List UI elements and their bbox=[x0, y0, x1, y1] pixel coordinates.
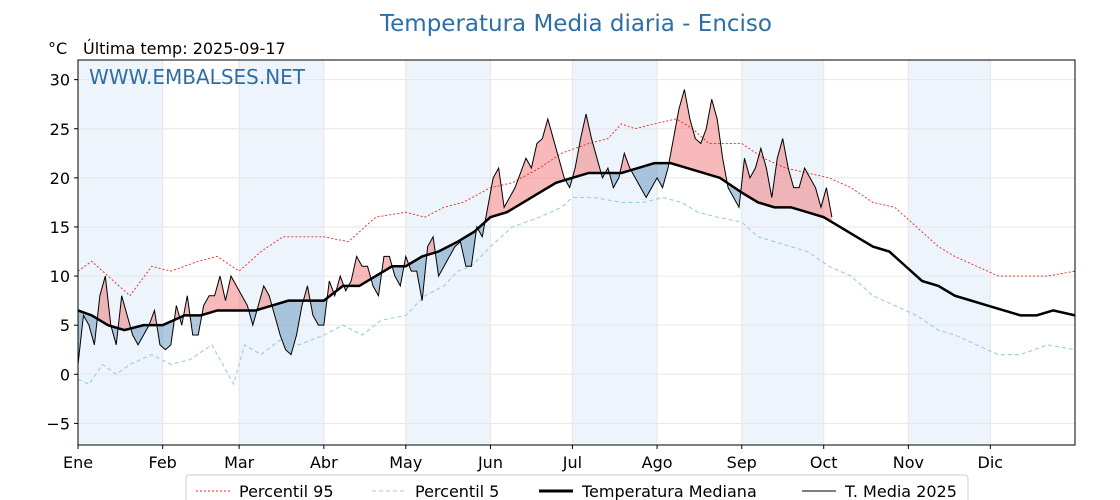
legend-label: Percentil 5 bbox=[415, 482, 499, 500]
x-tick-label: May bbox=[389, 453, 422, 472]
series-line-p95 bbox=[77, 118, 1076, 297]
legend: Percentil 95 Percentil 5 Temperatura Media… bbox=[185, 474, 969, 500]
month-band bbox=[78, 60, 163, 445]
below-median-fill bbox=[631, 160, 670, 198]
anomaly-fills bbox=[78, 89, 832, 365]
below-median-fill bbox=[157, 315, 175, 350]
series-line-median bbox=[77, 161, 1076, 332]
grid-lines bbox=[77, 60, 1075, 445]
unit-label: °C bbox=[48, 39, 67, 58]
month-band bbox=[741, 60, 824, 445]
x-tick-label: Jul bbox=[562, 453, 582, 472]
last-temp-label: Última temp: 2025-09-17 bbox=[83, 39, 286, 58]
x-tick-label: Dic bbox=[978, 453, 1004, 472]
x-tick-label: Abr bbox=[310, 453, 338, 472]
y-tick-label: 15 bbox=[50, 218, 70, 237]
above-median-fill bbox=[620, 153, 632, 173]
x-tick-label: Jun bbox=[477, 453, 503, 472]
legend-label: Percentil 95 bbox=[239, 482, 334, 500]
above-median-fill bbox=[348, 256, 372, 286]
above-median-fill bbox=[572, 114, 602, 178]
series-lines bbox=[77, 89, 1076, 386]
chart-title: Temperatura Media diaria - Enciso bbox=[379, 11, 772, 37]
below-median-fill bbox=[435, 226, 477, 277]
below-median-fill bbox=[478, 222, 485, 237]
above-median-fill bbox=[97, 276, 112, 328]
below-median-fill bbox=[727, 182, 742, 208]
series-line-p5 bbox=[77, 196, 1076, 386]
y-tick-label: 20 bbox=[50, 169, 70, 188]
y-tick-label: 0 bbox=[60, 365, 70, 384]
legend-label: T. Media 2025 bbox=[844, 482, 957, 500]
plot-frame bbox=[77, 59, 1076, 446]
below-median-fill bbox=[272, 300, 304, 355]
y-tick-label: 25 bbox=[50, 120, 70, 139]
axes: −5 0 5 10 15 20 25 30 Ene Feb Mar Abr May Jun Jul Ago Se… bbox=[46, 59, 1076, 472]
above-median-fill bbox=[202, 276, 250, 315]
below-median-fill bbox=[190, 312, 203, 335]
above-median-fill bbox=[484, 118, 566, 223]
x-tick-label: Feb bbox=[149, 453, 177, 472]
month-band bbox=[908, 60, 991, 445]
above-median-fill bbox=[257, 285, 273, 310]
above-median-fill bbox=[336, 276, 345, 292]
series-line-t2025 bbox=[77, 89, 833, 365]
x-tick-label: Ene bbox=[63, 453, 93, 472]
x-tick-label: Oct bbox=[810, 453, 838, 472]
below-median-fill bbox=[78, 310, 98, 365]
y-tick-label: −5 bbox=[46, 414, 70, 433]
y-tick-label: 10 bbox=[50, 267, 70, 286]
plot-background bbox=[78, 60, 991, 445]
x-tick-label: Sep bbox=[727, 453, 757, 472]
above-median-fill bbox=[669, 89, 728, 184]
y-tick-label: 5 bbox=[60, 316, 70, 335]
legend-label: Temperatura Mediana bbox=[581, 482, 757, 500]
legend-box bbox=[185, 474, 969, 500]
below-median-fill bbox=[392, 263, 405, 286]
month-band bbox=[239, 60, 324, 445]
watermark: WWW.EMBALSES.NET bbox=[89, 65, 306, 89]
below-median-fill bbox=[249, 307, 258, 326]
x-tick-label: Nov bbox=[893, 453, 924, 472]
y-tick-label: 30 bbox=[50, 71, 70, 90]
above-median-fill bbox=[118, 295, 132, 331]
x-tick-label: Ago bbox=[642, 453, 673, 472]
x-tick-label: Mar bbox=[224, 453, 255, 472]
